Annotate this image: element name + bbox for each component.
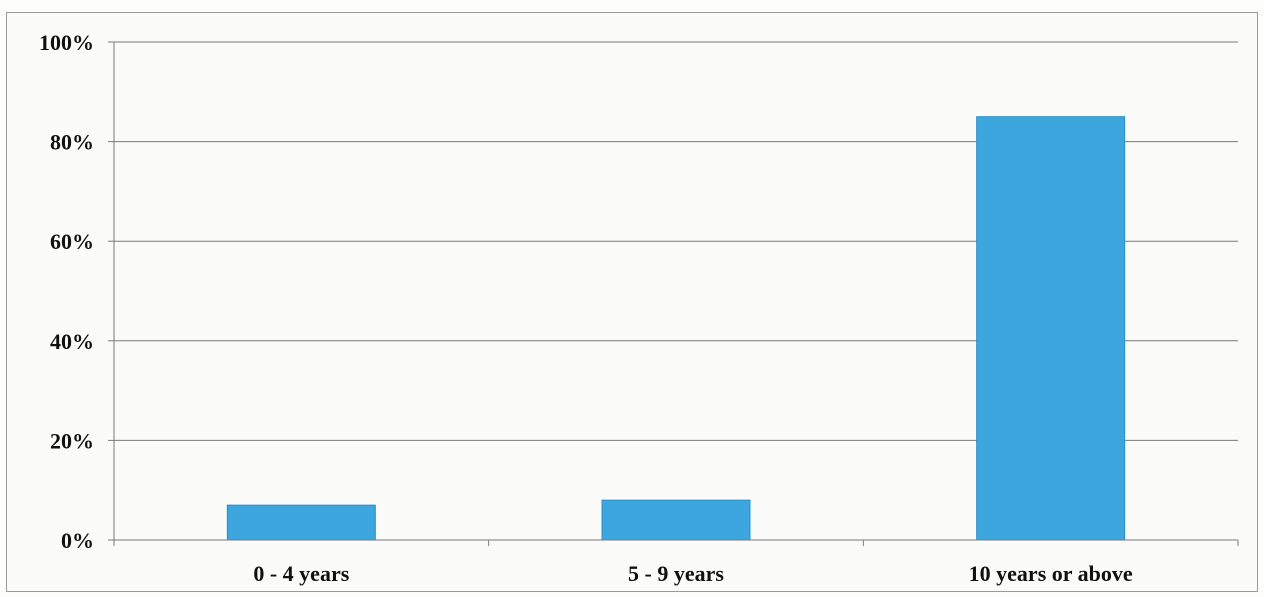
bar-0 — [226, 504, 376, 541]
x-category-label: 0 - 4 years — [253, 561, 349, 586]
bar-2 — [976, 116, 1126, 541]
x-axis — [113, 539, 1239, 546]
y-tick-label: 80% — [50, 130, 94, 155]
y-tick-label: 0% — [61, 528, 94, 553]
bars — [226, 116, 1126, 541]
y-tick-label: 20% — [50, 428, 94, 453]
x-axis-labels: 0 - 4 years 5 - 9 years 10 years or above — [253, 561, 1133, 586]
bar-1 — [601, 499, 751, 541]
x-category-label: 5 - 9 years — [628, 561, 724, 586]
y-axis-ticks: 0% 20% 40% 60% 80% 100% — [39, 30, 115, 553]
y-tick-label: 40% — [50, 329, 94, 354]
y-tick-label: 100% — [39, 30, 94, 55]
y-tick-label: 60% — [50, 229, 94, 254]
x-category-label: 10 years or above — [969, 561, 1133, 586]
